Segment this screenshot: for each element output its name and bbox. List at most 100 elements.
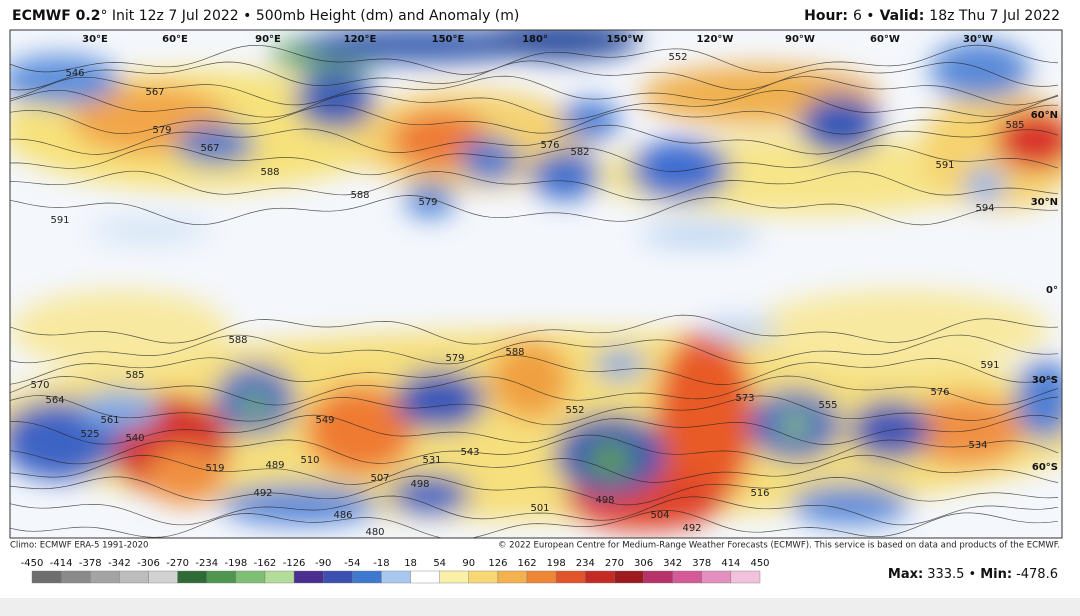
contour-label: 570: [30, 380, 49, 391]
map-frame: [9, 29, 1063, 539]
anomaly-blob: [295, 70, 375, 130]
contour-label: 588: [260, 167, 279, 178]
longitude-label: 90°W: [785, 34, 815, 45]
contour-label: 552: [668, 52, 687, 63]
contour-label: 486: [333, 510, 352, 521]
hour-label: Hour:: [804, 8, 848, 24]
contour-label: 546: [65, 68, 84, 79]
colorbar-tick-label: -198: [224, 558, 247, 569]
contour-line: [10, 60, 1059, 91]
anomaly-blob: [237, 391, 273, 419]
colorbar-tick-label: -90: [315, 558, 331, 569]
contour-label: 588: [350, 190, 369, 201]
valid-value: 18z Thu 7 Jul 2022: [929, 8, 1060, 24]
longitude-label: 60°E: [162, 34, 188, 45]
contour-label: 576: [930, 387, 949, 398]
latitude-label: 60°N: [1031, 110, 1058, 121]
colorbar-swatch: [497, 570, 528, 584]
min-label: Min:: [980, 567, 1012, 582]
contour-line: [10, 75, 1059, 106]
colorbar-swatch: [206, 570, 237, 584]
colorbar-swatch: [148, 570, 178, 584]
longitude-label: 180°: [522, 34, 548, 45]
anomaly-blob: [965, 167, 1005, 203]
contour-line: [10, 454, 1059, 485]
anomaly-blob: [585, 440, 635, 480]
colorbar-tick-label: -414: [50, 558, 73, 569]
colorbar-swatch: [672, 570, 702, 584]
contour-label: 579: [445, 353, 464, 364]
contour-label: 555: [818, 400, 837, 411]
latitude-label: 60°S: [1032, 462, 1058, 473]
contour-line: [10, 334, 1059, 365]
contour-label: 579: [418, 197, 437, 208]
colorbar-tick-label: 90: [462, 558, 475, 569]
colorbar-tick-label: -18: [373, 558, 389, 569]
contour-line: [10, 104, 1058, 135]
contour-label: 489: [265, 460, 284, 471]
contour-line: [10, 314, 1059, 345]
colorbar-tick-label: -378: [79, 558, 102, 569]
contour-label: 492: [253, 488, 272, 499]
longitude-label: 150°E: [432, 34, 465, 45]
colorbar-tick-label: -450: [21, 558, 44, 569]
contour-line: [10, 170, 1059, 201]
contour-label: 501: [530, 503, 549, 514]
contour-label: 588: [505, 347, 524, 358]
contour-label: 579: [152, 125, 171, 136]
contour-label: 516: [750, 488, 769, 499]
hour-value: 6 •: [853, 8, 875, 24]
longitude-label: 30°W: [963, 34, 993, 45]
contour-label: 507: [370, 473, 389, 484]
anomaly-field: [10, 30, 1062, 530]
anomaly-blob: [655, 330, 755, 510]
contour-line: [10, 355, 1059, 385]
anomaly-blob: [300, 30, 540, 63]
longitude-label: 120°E: [344, 34, 377, 45]
contour-line: [10, 195, 1059, 226]
anomaly-blob: [460, 138, 520, 182]
bottom-bar: [0, 598, 1080, 616]
anomaly-blob: [405, 182, 455, 218]
anomaly-blob: [777, 411, 813, 439]
max-label: Max:: [888, 567, 923, 582]
contour-line: [10, 375, 1059, 406]
contour-label: 585: [125, 370, 144, 381]
anomaly-blob: [905, 395, 1025, 465]
longitude-label: 60°W: [870, 34, 900, 45]
colorbar-tick-label: 18: [404, 558, 417, 569]
contour-line: [10, 145, 1059, 176]
anomaly-blob: [750, 290, 1050, 370]
colorbar-swatch: [526, 570, 557, 584]
colorbar-tick-label: 270: [605, 558, 624, 569]
colorbar-swatch: [701, 570, 732, 584]
colorbar-tick-label: 162: [517, 558, 536, 569]
anomaly-blob: [390, 475, 470, 515]
contour-label: 480: [365, 527, 384, 538]
colorbar-swatch: [293, 570, 324, 584]
colorbar-swatch: [381, 570, 411, 584]
colorbar-swatch: [119, 570, 149, 584]
contour-label: 573: [735, 393, 754, 404]
contour-label: 492: [682, 523, 701, 534]
anomaly-blob: [490, 340, 570, 420]
colorbar-tick-label: 126: [488, 558, 507, 569]
contour-line: [10, 475, 1059, 506]
contour-label: 534: [968, 440, 987, 451]
contour-label: 543: [460, 447, 479, 458]
contour-label: 504: [650, 510, 669, 521]
colorbar-swatch: [730, 570, 761, 584]
colorbar-tick-label: 414: [721, 558, 740, 569]
anomaly-blob: [90, 215, 210, 245]
max-value: 333.5 •: [927, 567, 976, 582]
extremes: Max: 333.5 • Min: -478.6: [888, 567, 1058, 582]
colorbar-tick-label: 234: [576, 558, 595, 569]
climo: Climo: ECMWF ERA-5 1991-2020: [10, 541, 148, 551]
colorbar-tick-label: -126: [283, 558, 306, 569]
colorbar-swatch: [585, 570, 615, 584]
colorbar-swatch: [177, 570, 207, 584]
colorbar-swatch: [323, 570, 353, 584]
contour-label: 531: [422, 455, 441, 466]
colorbar-swatch: [614, 570, 644, 584]
contour-line: [10, 44, 1059, 75]
